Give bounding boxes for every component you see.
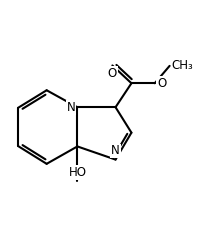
Text: N: N (111, 144, 120, 158)
Text: CH₃: CH₃ (172, 59, 194, 72)
Text: N: N (67, 101, 75, 114)
Text: HO: HO (68, 166, 86, 179)
Text: O: O (108, 67, 117, 80)
Text: O: O (157, 77, 166, 90)
